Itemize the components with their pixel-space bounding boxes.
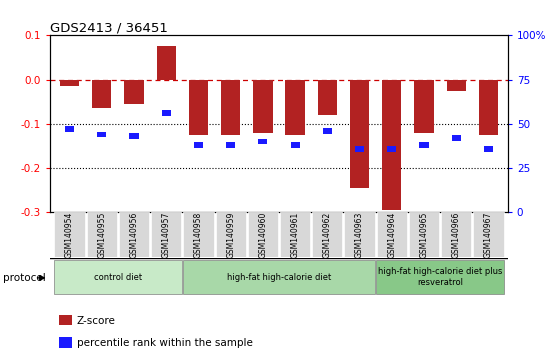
FancyBboxPatch shape [248, 212, 278, 257]
Text: Z-score: Z-score [77, 316, 116, 326]
Text: GSM140962: GSM140962 [323, 211, 332, 258]
Bar [226, 142, 235, 148]
Bar [194, 142, 203, 148]
Bar [479, 80, 498, 135]
Bar [253, 80, 272, 133]
FancyBboxPatch shape [409, 212, 439, 257]
Bar [382, 80, 401, 210]
FancyBboxPatch shape [55, 212, 85, 257]
FancyBboxPatch shape [377, 212, 407, 257]
Text: high-fat high-calorie diet plus
resveratrol: high-fat high-calorie diet plus resverat… [378, 267, 502, 287]
Text: GSM140956: GSM140956 [129, 211, 138, 258]
Text: GSM140960: GSM140960 [258, 211, 267, 258]
Bar [59, 337, 72, 348]
Bar [59, 315, 72, 325]
Bar [162, 110, 171, 116]
Bar [157, 46, 176, 80]
FancyBboxPatch shape [183, 260, 375, 294]
Bar [484, 146, 493, 152]
FancyBboxPatch shape [86, 212, 117, 257]
Bar [323, 128, 332, 134]
Text: percentile rank within the sample: percentile rank within the sample [77, 338, 253, 348]
Bar [355, 146, 364, 152]
Text: GSM140957: GSM140957 [162, 211, 171, 258]
Bar [124, 80, 143, 104]
Bar [258, 139, 267, 144]
Text: GSM140963: GSM140963 [355, 211, 364, 258]
Text: GSM140954: GSM140954 [65, 211, 74, 258]
Text: GSM140965: GSM140965 [420, 211, 429, 258]
Bar [446, 80, 466, 91]
Bar [452, 135, 461, 141]
Text: GDS2413 / 36451: GDS2413 / 36451 [50, 21, 168, 34]
FancyBboxPatch shape [376, 260, 504, 294]
Bar [291, 142, 300, 148]
FancyBboxPatch shape [473, 212, 503, 257]
Bar [415, 80, 434, 133]
FancyBboxPatch shape [183, 212, 214, 257]
Bar [60, 80, 79, 86]
Bar [129, 133, 138, 139]
FancyBboxPatch shape [280, 212, 310, 257]
FancyBboxPatch shape [151, 212, 181, 257]
Text: high-fat high-calorie diet: high-fat high-calorie diet [227, 273, 331, 281]
Text: protocol: protocol [3, 273, 46, 283]
FancyBboxPatch shape [119, 212, 149, 257]
Text: control diet: control diet [94, 273, 142, 281]
Text: GSM140967: GSM140967 [484, 211, 493, 258]
Bar [318, 80, 337, 115]
Text: GSM140959: GSM140959 [226, 211, 235, 258]
Bar [350, 80, 369, 188]
Bar [97, 132, 106, 137]
FancyBboxPatch shape [215, 212, 246, 257]
Bar [420, 142, 429, 148]
FancyBboxPatch shape [441, 212, 472, 257]
Text: GSM140958: GSM140958 [194, 211, 203, 258]
Text: GSM140955: GSM140955 [97, 211, 106, 258]
Bar [387, 146, 396, 152]
Bar [221, 80, 240, 135]
Text: GSM140964: GSM140964 [387, 211, 396, 258]
FancyBboxPatch shape [344, 212, 375, 257]
Bar [65, 126, 74, 132]
Text: GSM140961: GSM140961 [291, 211, 300, 258]
FancyBboxPatch shape [312, 212, 343, 257]
Bar [286, 80, 305, 135]
FancyBboxPatch shape [54, 260, 182, 294]
Bar [189, 80, 208, 135]
Bar [92, 80, 112, 108]
Text: GSM140966: GSM140966 [452, 211, 461, 258]
